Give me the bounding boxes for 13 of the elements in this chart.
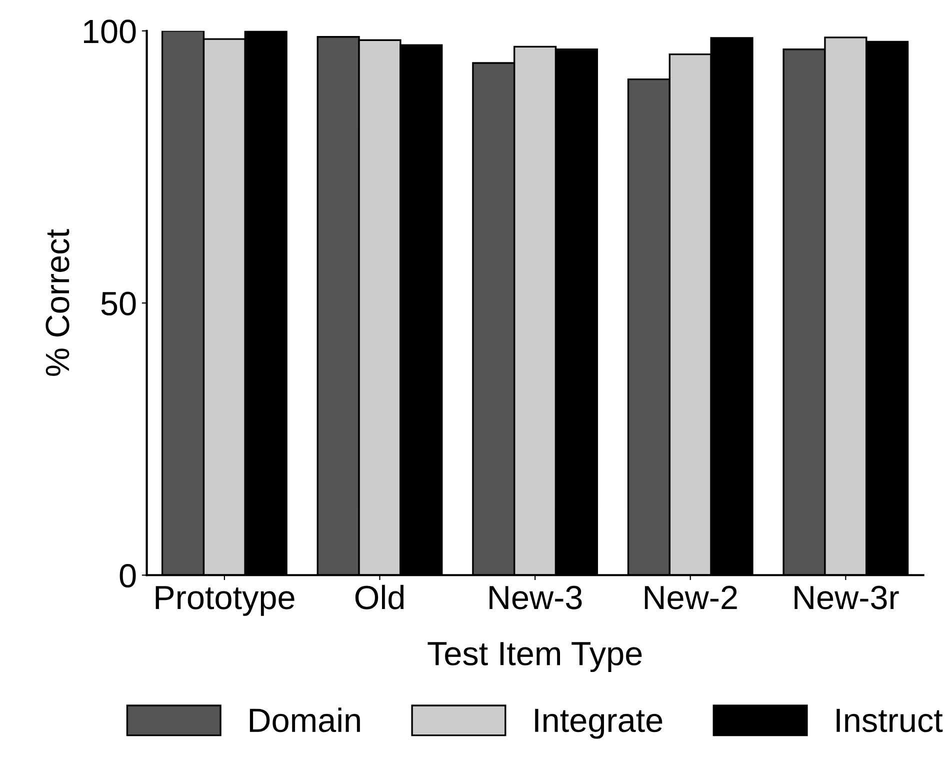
x-tick-label: New-2 (644, 586, 737, 610)
y-tick-label: 50 (101, 292, 136, 316)
y-tick-label: 100 (84, 20, 136, 44)
x-axis-title: Test Item Type (428, 642, 642, 672)
legend-label: Domain (250, 708, 360, 732)
x-tick-label: New-3r (794, 586, 899, 610)
legend-label: Instruct (836, 708, 943, 732)
y-tick-label: 0 (120, 564, 136, 588)
y-axis-title: % Correct (46, 229, 70, 376)
legend-label: Integrate (535, 708, 662, 739)
x-tick-label: Old (355, 584, 404, 610)
x-tick-label: New-3 (490, 586, 582, 610)
x-tick-label: Prototype (156, 586, 294, 616)
